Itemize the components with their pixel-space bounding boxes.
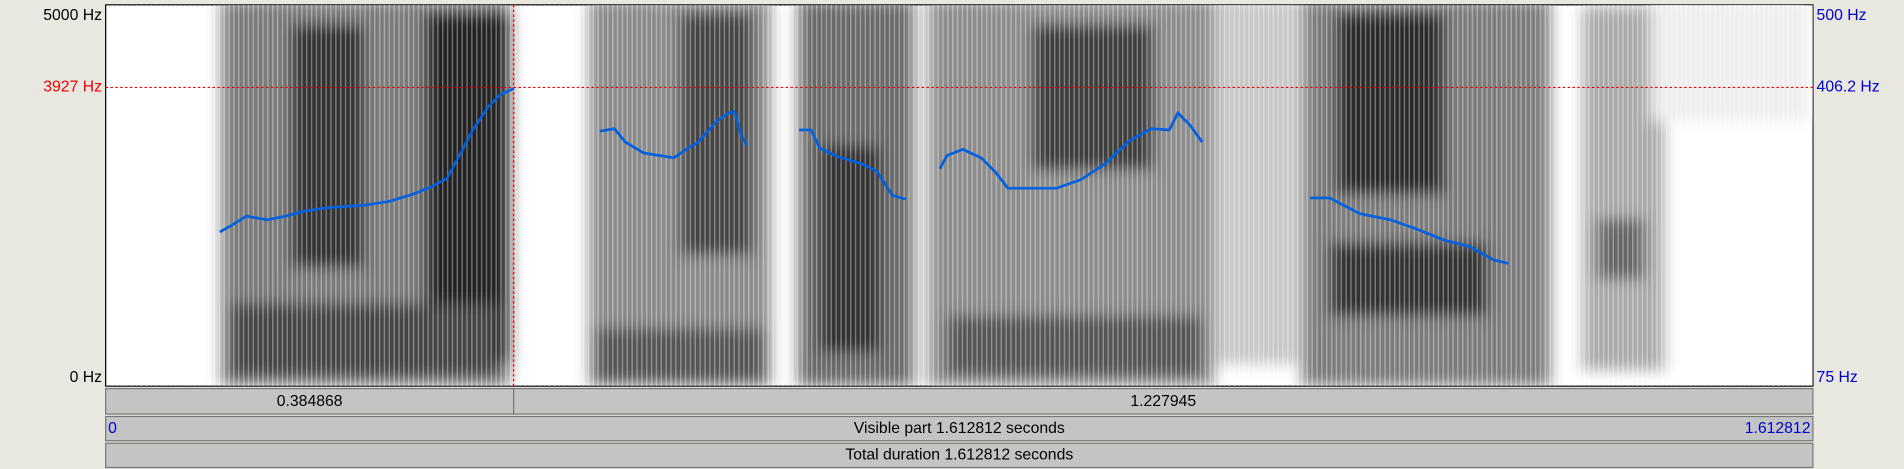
spectrogram-texture — [105, 4, 1813, 387]
spectrogram — [105, 4, 1813, 387]
pitch-top-label: 500 Hz — [1817, 7, 1867, 24]
pitch-cursor-label: 406.2 Hz — [1817, 79, 1880, 96]
visible-part-button[interactable] — [105, 415, 1814, 442]
total-duration-button[interactable] — [105, 442, 1814, 469]
freq-bottom-label: 0 Hz — [70, 369, 103, 386]
freq-top-label: 5000 Hz — [43, 7, 102, 24]
total-bar: Total duration 1.612812 seconds — [105, 442, 1814, 469]
selection-bar: 0.384868 1.227945 — [105, 387, 1814, 415]
left-axis: 5000 Hz 3927 Hz 0 Hz — [43, 7, 102, 386]
selection-right-segment[interactable] — [513, 387, 1814, 415]
right-axis: 500 Hz 406.2 Hz 75 Hz — [1817, 7, 1880, 386]
visible-bar: 0 Visible part 1.612812 seconds 1.612812 — [105, 415, 1814, 442]
visible-part-label: Visible part 1.612812 seconds — [854, 420, 1065, 437]
selection-left-label: 0.384868 — [277, 393, 343, 410]
pitch-contour — [219, 87, 1509, 265]
visible-end-label: 1.612812 — [1745, 420, 1811, 437]
selection-left-segment[interactable] — [105, 387, 515, 415]
pitch-bottom-label: 75 Hz — [1817, 369, 1858, 386]
freq-cursor-label: 3927 Hz — [43, 79, 102, 96]
total-duration-label: Total duration 1.612812 seconds — [845, 447, 1073, 464]
selection-right-label: 1.227945 — [1130, 393, 1196, 410]
visible-start-label: 0 — [108, 420, 117, 437]
